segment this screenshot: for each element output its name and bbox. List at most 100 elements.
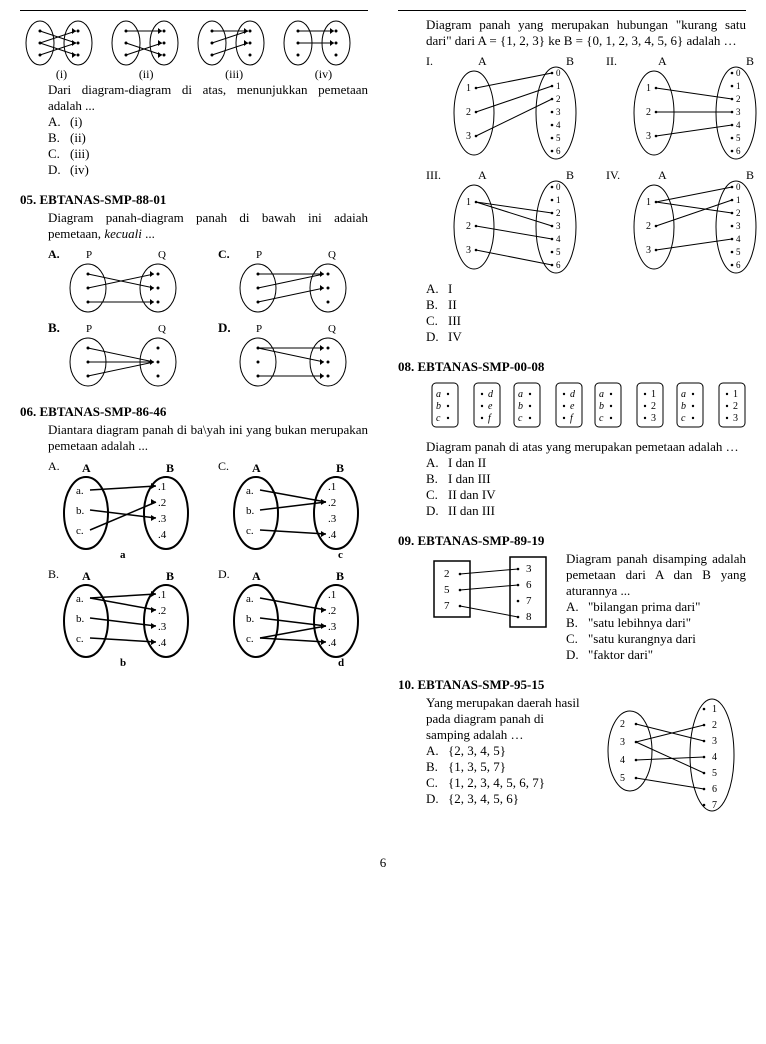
- q09-opt-a-t: "bilangan prima dari": [588, 599, 700, 615]
- svg-text:3: 3: [651, 413, 656, 424]
- svg-text:a: a: [518, 389, 523, 400]
- label-ii: (ii): [139, 67, 154, 82]
- q05-diagram-a: A. P Q: [48, 246, 208, 316]
- q05-title: 05. EBTANAS-SMP-88-01: [20, 192, 368, 208]
- q08-opt-d-t: II dan III: [448, 503, 495, 519]
- svg-text:a: a: [120, 549, 126, 561]
- svg-text:.3: .3: [158, 621, 167, 633]
- svg-text:b: b: [518, 401, 523, 412]
- svg-text:A: A: [82, 461, 91, 475]
- svg-text:A: A: [82, 569, 91, 583]
- q04-diagrams: [20, 17, 368, 69]
- svg-text:4: 4: [736, 120, 741, 130]
- svg-text:Q: Q: [158, 323, 166, 335]
- svg-text:.2: .2: [328, 605, 336, 617]
- svg-text:.2: .2: [158, 605, 166, 617]
- q05-prompt-a: Diagram panah-diagram panah di bawah ini…: [48, 210, 368, 241]
- q05-diagram-c: C. P Q: [218, 246, 378, 316]
- svg-text:4: 4: [556, 120, 561, 130]
- q10-title: 10. EBTANAS-SMP-95-15: [398, 677, 746, 693]
- svg-text:c: c: [436, 413, 441, 424]
- svg-text:2: 2: [712, 720, 717, 731]
- divider: [20, 10, 368, 11]
- svg-text:.3: .3: [328, 513, 337, 525]
- svg-text:a.: a.: [246, 485, 254, 497]
- q07-opt-d-t: IV: [448, 329, 462, 345]
- svg-text:b.: b.: [246, 505, 255, 517]
- q09-opt-d-l: D.: [566, 647, 588, 663]
- svg-text:d: d: [570, 389, 576, 400]
- svg-text:B: B: [166, 461, 174, 475]
- svg-text:b.: b.: [246, 613, 255, 625]
- svg-text:D.: D.: [218, 320, 231, 335]
- svg-text:3: 3: [466, 131, 471, 142]
- q04-diagram-i: [20, 17, 100, 69]
- right-column: Diagram panah yang merupakan hubungan "k…: [398, 10, 746, 815]
- svg-text:6: 6: [556, 260, 561, 270]
- q09-diagram: 2 5 7 3 6 7 8: [426, 551, 556, 633]
- q07-diagram-ii: II. A B 1 2 3 0 1 2 3 4 5 6: [606, 53, 766, 163]
- q09-title: 09. EBTANAS-SMP-89-19: [398, 533, 746, 549]
- svg-text:0: 0: [736, 182, 741, 192]
- svg-text:5: 5: [620, 773, 625, 784]
- q05-prompt-b: kecuali: [104, 226, 142, 241]
- q08-d1: a b c d e f: [426, 377, 502, 433]
- svg-text:5: 5: [736, 133, 741, 143]
- svg-text:4: 4: [556, 234, 561, 244]
- svg-text:2: 2: [444, 568, 450, 580]
- q10-opt-d-t: {2, 3, 4, 5, 6}: [448, 791, 519, 807]
- q06-diagram-b: B. A B a. b. c. .1 .2 .3 .4 b: [48, 566, 208, 670]
- svg-text:A: A: [658, 168, 667, 182]
- svg-text:B: B: [746, 54, 754, 68]
- q08-diagrams: a b c d e f a b c d e f a b c 1 2 3: [426, 377, 746, 433]
- svg-text:a: a: [681, 389, 686, 400]
- svg-text:f: f: [488, 413, 492, 424]
- svg-text:7: 7: [526, 595, 532, 607]
- svg-text:b.: b.: [76, 613, 85, 625]
- q10-opt-d-l: D.: [426, 791, 448, 807]
- svg-text:.3: .3: [158, 513, 167, 525]
- svg-text:5: 5: [444, 584, 450, 596]
- svg-text:e: e: [570, 401, 575, 412]
- svg-text:A: A: [478, 54, 487, 68]
- svg-text:III.: III.: [426, 168, 441, 182]
- page-number: 6: [20, 855, 746, 871]
- svg-text:.1: .1: [328, 481, 336, 493]
- svg-text:.1: .1: [328, 589, 336, 601]
- q04-opt-b-text: (ii): [70, 130, 86, 146]
- svg-text:2: 2: [646, 107, 651, 118]
- q09-opt-b-l: B.: [566, 615, 588, 631]
- q09-opt-c-l: C.: [566, 631, 588, 647]
- q06-diagram-c: C. A B a. b. c. .1 .2 .3 .4 c: [218, 458, 378, 562]
- svg-text:.3: .3: [328, 621, 337, 633]
- svg-text:6: 6: [712, 784, 717, 795]
- svg-text:1: 1: [712, 704, 717, 715]
- svg-text:2: 2: [466, 221, 471, 232]
- svg-text:1: 1: [556, 81, 561, 91]
- svg-text:I.: I.: [426, 54, 433, 68]
- q06-diagram-d: D. A B a. b. c. .1 .2 .3 .4 d: [218, 566, 378, 670]
- svg-text:c.: c.: [76, 633, 84, 645]
- svg-text:3: 3: [733, 413, 738, 424]
- svg-text:.4: .4: [158, 637, 167, 649]
- q08-opt-c-l: C.: [426, 487, 448, 503]
- q07-opt-b-l: B.: [426, 297, 448, 313]
- svg-text:A: A: [252, 461, 261, 475]
- q04-diagram-iii: [192, 17, 272, 69]
- q07-diagrams: I. A B 1 2 3 0 1 2 3 4 5 6 II. A B: [426, 53, 746, 277]
- svg-text:3: 3: [712, 736, 717, 747]
- svg-text:b: b: [599, 401, 604, 412]
- q09-opt-d-t: "faktor dari": [588, 647, 653, 663]
- q08-opt-b-l: B.: [426, 471, 448, 487]
- svg-text:.1: .1: [158, 589, 166, 601]
- svg-text:P: P: [256, 249, 262, 261]
- svg-text:6: 6: [556, 146, 561, 156]
- q04-opt-b-letter: B.: [48, 130, 70, 146]
- svg-text:A: A: [658, 54, 667, 68]
- svg-text:2: 2: [736, 208, 741, 218]
- svg-text:B: B: [746, 168, 754, 182]
- svg-text:4: 4: [620, 755, 625, 766]
- svg-text:b.: b.: [76, 505, 85, 517]
- q08-title: 08. EBTANAS-SMP-00-08: [398, 359, 746, 375]
- svg-text:1: 1: [646, 83, 651, 94]
